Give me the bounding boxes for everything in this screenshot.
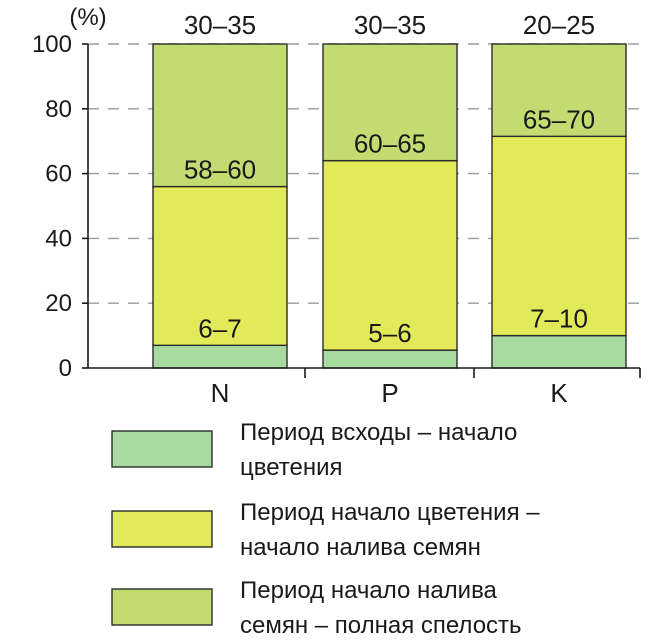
bar-segment bbox=[152, 185, 288, 347]
data-label: 30–35 bbox=[184, 10, 256, 40]
legend-swatch bbox=[111, 510, 213, 548]
data-label: 7–10 bbox=[530, 304, 588, 334]
data-label: 6–7 bbox=[198, 313, 241, 343]
labels-group: 0 20 40 60 80 100 6–7 58–60 30–35 5–6 60–65 30–35 7–… bbox=[32, 10, 595, 408]
legend: Период всходы – начало цветения Период нач… bbox=[111, 419, 540, 639]
data-label: 58–60 bbox=[184, 155, 256, 185]
bar-segment bbox=[491, 135, 627, 337]
data-label: 20–25 bbox=[523, 10, 595, 40]
data-label: 65–70 bbox=[523, 104, 595, 134]
y-tick-label: 0 bbox=[59, 355, 72, 382]
y-tick-label: 40 bbox=[45, 225, 72, 252]
bar-segment bbox=[152, 344, 288, 369]
axes-group bbox=[82, 43, 641, 378]
bar-segment bbox=[322, 43, 458, 162]
legend-swatch bbox=[111, 430, 213, 468]
bar-segment bbox=[152, 43, 288, 188]
data-label: 60–65 bbox=[354, 129, 426, 159]
unit-label: (%) bbox=[69, 4, 106, 31]
legend-label: семян – полная спелость bbox=[240, 612, 522, 639]
data-label: 30–35 bbox=[354, 10, 426, 40]
y-tick-label: 20 bbox=[45, 290, 72, 317]
x-tick-label: N bbox=[211, 378, 230, 408]
y-tick-label: 80 bbox=[45, 96, 72, 123]
legend-label: цветения bbox=[240, 454, 343, 481]
bar-segment bbox=[322, 349, 458, 369]
bar-segment bbox=[491, 43, 627, 138]
legend-label: начало налива семян bbox=[240, 534, 481, 561]
legend-swatch bbox=[111, 588, 213, 626]
bar-segment bbox=[491, 334, 627, 369]
bar-segment bbox=[322, 159, 458, 351]
y-tick-label: 60 bbox=[45, 161, 72, 188]
data-label: 5–6 bbox=[368, 318, 411, 348]
x-tick-label: K bbox=[550, 378, 568, 408]
legend-label: Период начало цветения – bbox=[240, 499, 540, 526]
legend-label: Период начало налива bbox=[240, 577, 498, 604]
legend-label: Период всходы – начало bbox=[240, 419, 517, 446]
bars-group bbox=[152, 43, 627, 369]
y-tick-label: 100 bbox=[32, 31, 72, 58]
x-tick-label: P bbox=[381, 378, 398, 408]
